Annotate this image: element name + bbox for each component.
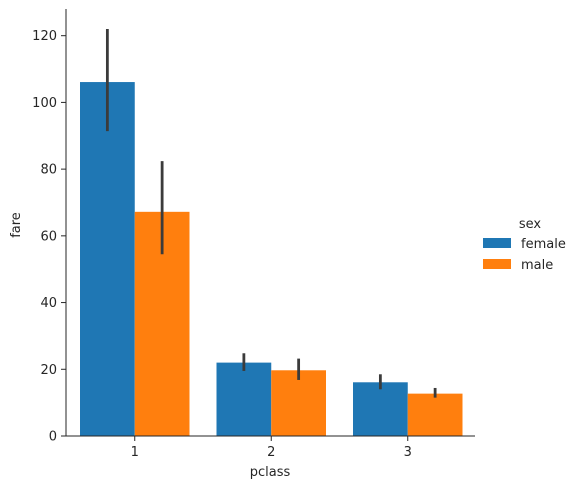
bar-female-2 [216, 362, 272, 436]
x-tick-label: 3 [404, 445, 412, 460]
y-tick-label: 60 [40, 229, 57, 244]
legend: sex female male [483, 217, 566, 273]
y-axis-label: fare [9, 212, 24, 238]
bars-group [80, 82, 463, 436]
errorbars-group [105, 29, 437, 398]
bar-female-3 [353, 382, 408, 436]
legend-label-female: female [521, 237, 566, 252]
legend-label-male: male [521, 258, 553, 273]
y-tick-label: 40 [40, 296, 57, 311]
bar-male-3 [407, 393, 463, 436]
y-tick-label: 80 [40, 163, 57, 178]
y-tick-label: 20 [40, 363, 57, 378]
axes-group [65, 9, 475, 437]
y-tick-label: 0 [49, 430, 57, 445]
bar-male-2 [271, 370, 326, 436]
y-tick-label: 120 [32, 29, 57, 44]
x-tick-label: 1 [131, 445, 139, 460]
x-ticks-group: 1 2 3 [131, 436, 412, 460]
legend-title: sex [519, 217, 542, 232]
x-tick-label: 2 [267, 445, 275, 460]
x-axis-label: pclass [250, 465, 291, 480]
y-ticks-group: 0 20 40 60 80 100 120 [32, 29, 66, 445]
bar-female-1 [80, 82, 135, 436]
legend-swatch-female [483, 238, 511, 248]
y-tick-label: 100 [32, 96, 57, 111]
legend-swatch-male [483, 259, 511, 269]
